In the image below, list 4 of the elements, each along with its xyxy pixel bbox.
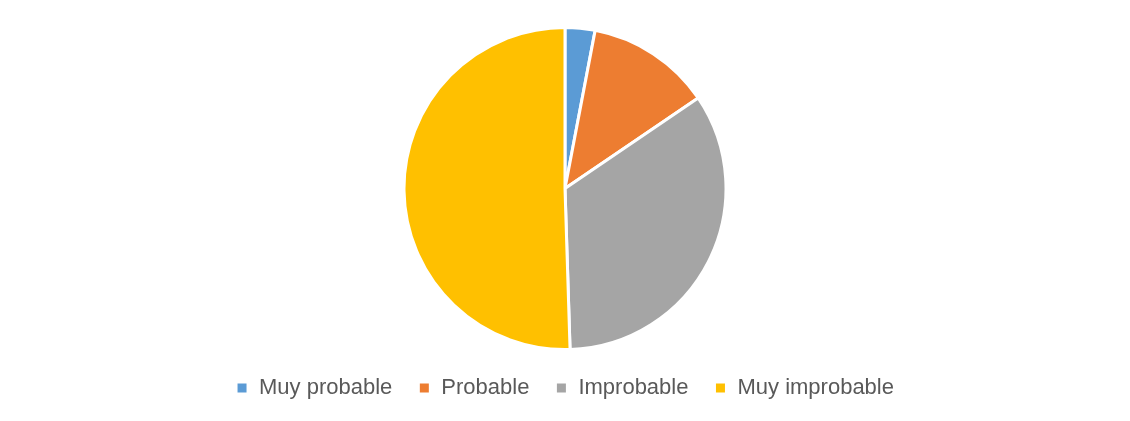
legend-label: Muy probable: [259, 374, 393, 400]
legend-label: Improbable: [578, 374, 689, 400]
legend-label: Muy improbable: [737, 374, 894, 400]
legend-label: Probable: [441, 374, 530, 400]
